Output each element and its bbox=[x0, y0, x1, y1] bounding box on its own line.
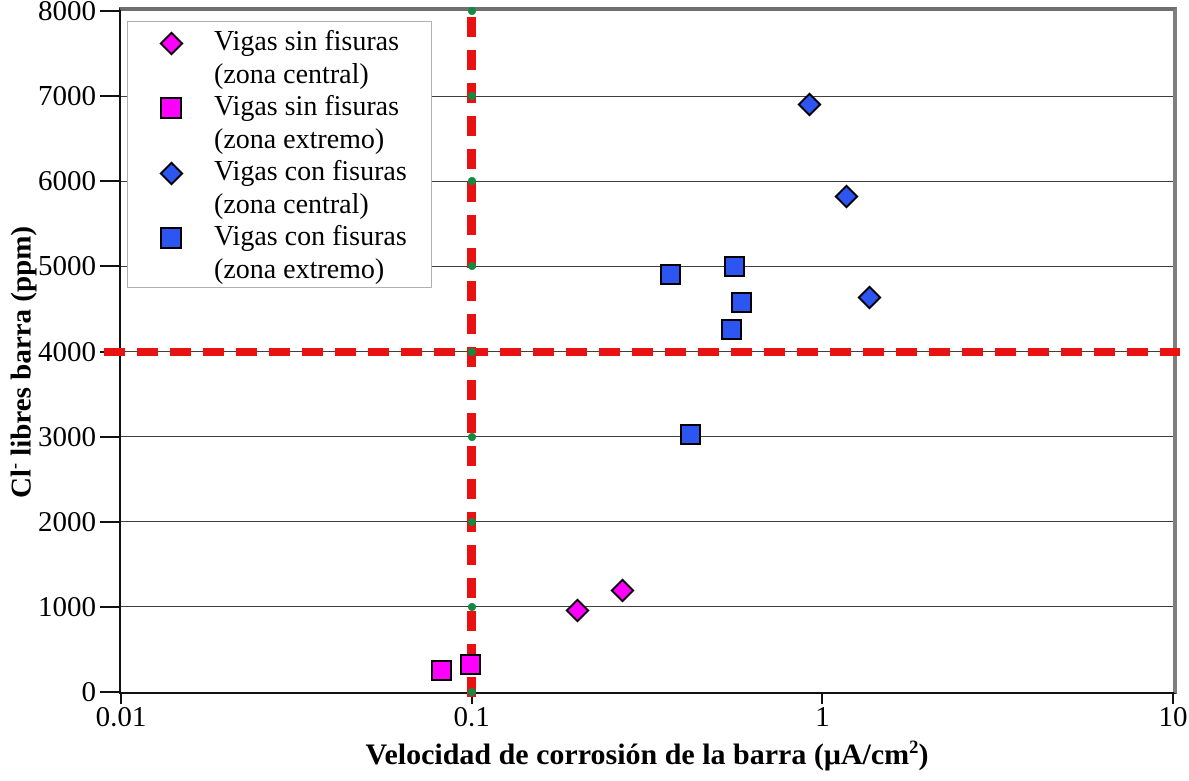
legend-label-line2: (zona extremo) bbox=[214, 124, 385, 155]
x-axis-tick-0.01 bbox=[120, 692, 122, 704]
y-tick-label-5000: 5000 bbox=[38, 250, 96, 283]
data-point-series2-1 bbox=[430, 660, 452, 682]
legend-label-line2: (zona extremo) bbox=[214, 254, 385, 285]
gridline-6000 bbox=[121, 180, 1173, 182]
data-point-series4-5 bbox=[679, 424, 701, 446]
y-axis-tick-0 bbox=[100, 691, 121, 693]
x-axis-title-close: ) bbox=[918, 738, 929, 771]
data-point-series4-1 bbox=[660, 264, 682, 286]
y-tick-label-8000: 8000 bbox=[38, 0, 96, 27]
gridline-5000 bbox=[121, 265, 1173, 267]
intersection-dot-7000 bbox=[467, 92, 476, 101]
legend-marker-cell bbox=[128, 220, 214, 285]
y-axis-title-superscript: - bbox=[3, 463, 24, 470]
data-point-series4-4 bbox=[720, 318, 742, 340]
data-point-series4-3 bbox=[731, 292, 753, 314]
gridline-7000 bbox=[121, 95, 1173, 97]
legend-marker-cell bbox=[128, 25, 214, 90]
legend-diamond-icon bbox=[158, 161, 184, 186]
y-tick-label-2000: 2000 bbox=[38, 505, 96, 538]
legend-label: Vigas con fisuras (zona central) bbox=[214, 155, 407, 220]
legend-label-line1: Vigas con fisuras bbox=[214, 221, 407, 252]
legend-item-3: Vigas con fisuras (zona central) bbox=[128, 155, 431, 220]
y-axis-title-text: Cl bbox=[5, 469, 38, 499]
y-tick-label-0: 0 bbox=[81, 676, 97, 708]
legend-label-line1: Vigas con fisuras bbox=[214, 156, 407, 187]
legend-label: Vigas sin fisuras (zona extremo) bbox=[214, 90, 399, 155]
x-axis-tick-1 bbox=[821, 692, 824, 704]
legend-item-4: Vigas con fisuras (zona extremo) bbox=[128, 220, 431, 285]
data-point-series4-2 bbox=[723, 255, 745, 277]
legend-square-icon bbox=[160, 227, 182, 249]
x-axis-title-text: Velocidad de corrosión de la barra (μA/c… bbox=[365, 738, 910, 771]
gridline-3000 bbox=[121, 436, 1173, 438]
gridline-1000 bbox=[121, 606, 1173, 608]
y-tick-label-7000: 7000 bbox=[38, 80, 96, 113]
y-axis-tick-1000 bbox=[100, 605, 121, 608]
y-axis-tick-8000 bbox=[100, 10, 121, 12]
gridline-2000 bbox=[121, 521, 1173, 523]
legend-label-line1: Vigas sin fisuras bbox=[214, 26, 399, 57]
intersection-dot-0 bbox=[467, 688, 476, 696]
legend-label-line1: Vigas sin fisuras bbox=[214, 91, 399, 122]
intersection-dot-1000 bbox=[467, 602, 476, 611]
legend: Vigas sin fisuras (zona central) Vigas sin… bbox=[127, 21, 432, 288]
intersection-dot-5000 bbox=[467, 262, 476, 271]
y-tick-label-6000: 6000 bbox=[38, 165, 96, 198]
data-point-series2-2 bbox=[459, 654, 481, 676]
intersection-dot-3000 bbox=[467, 432, 476, 441]
x-tick-label-0.01: 0.01 bbox=[95, 701, 147, 733]
reference-line-vertical-0.1 bbox=[467, 17, 477, 708]
y-axis-title-rest: libres barra (ppm) bbox=[5, 225, 38, 464]
legend-diamond-icon bbox=[158, 31, 184, 56]
intersection-dot-8000 bbox=[467, 7, 476, 15]
y-axis-tick-3000 bbox=[100, 435, 121, 438]
legend-label-line2: (zona central) bbox=[214, 189, 369, 220]
legend-item-1: Vigas sin fisuras (zona central) bbox=[128, 25, 431, 90]
legend-marker-cell bbox=[128, 155, 214, 220]
y-tick-label-4000: 4000 bbox=[38, 335, 96, 368]
y-tick-label-1000: 1000 bbox=[38, 590, 96, 623]
y-axis-title: Cl- libres barra (ppm) bbox=[3, 225, 39, 499]
x-tick-label-1: 1 bbox=[815, 701, 830, 733]
intersection-dot-2000 bbox=[467, 517, 476, 526]
y-tick-label-3000: 3000 bbox=[38, 420, 96, 453]
y-axis-tick-2000 bbox=[100, 520, 121, 523]
y-axis-tick-6000 bbox=[100, 180, 121, 183]
x-tick-label-10: 10 bbox=[1158, 701, 1188, 733]
legend-marker-cell bbox=[128, 90, 214, 155]
x-axis-title-superscript: 2 bbox=[909, 737, 919, 758]
legend-label-line2: (zona central) bbox=[214, 59, 369, 90]
intersection-dot-6000 bbox=[467, 177, 476, 186]
legend-item-2: Vigas sin fisuras (zona extremo) bbox=[128, 90, 431, 155]
reference-line-horizontal-4000 bbox=[104, 347, 1180, 356]
y-axis-tick-5000 bbox=[100, 265, 121, 268]
x-axis-title: Velocidad de corrosión de la barra (μA/c… bbox=[121, 738, 1173, 772]
legend-label: Vigas sin fisuras (zona central) bbox=[214, 25, 399, 90]
legend-label: Vigas con fisuras (zona extremo) bbox=[214, 220, 407, 285]
legend-square-icon bbox=[160, 97, 182, 119]
intersection-dot-4000 bbox=[467, 347, 476, 356]
x-axis-tick-10 bbox=[1172, 692, 1174, 704]
y-axis-tick-7000 bbox=[100, 95, 121, 98]
